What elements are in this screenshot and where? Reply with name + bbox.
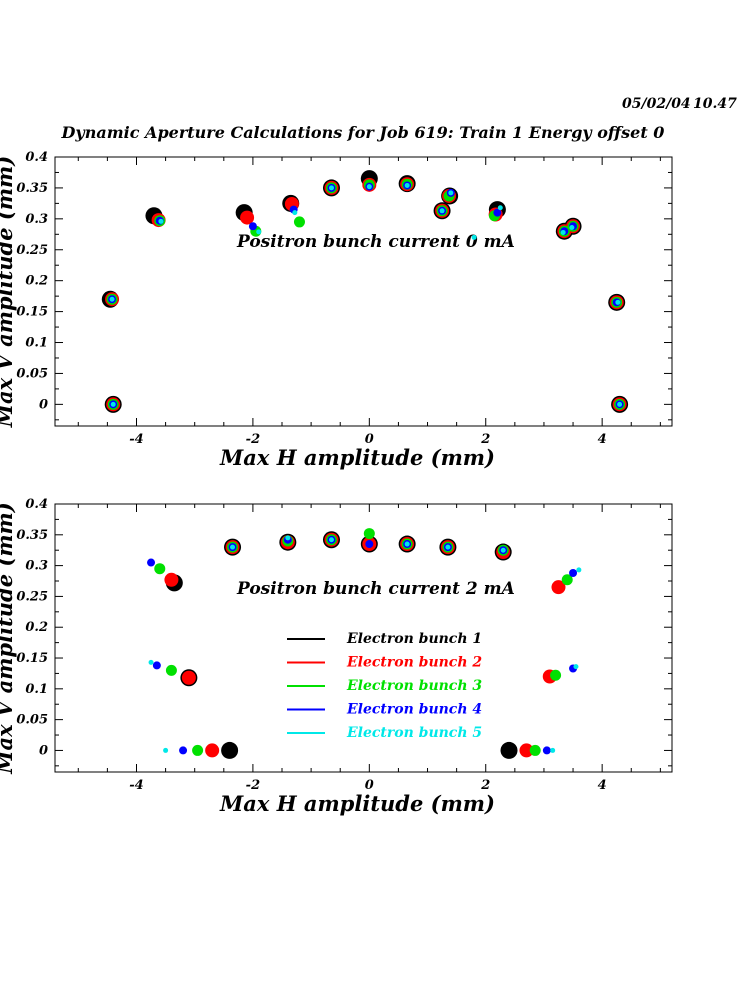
y-axis-label: Max V amplitude (mm) (0, 156, 17, 428)
data-point-bunch-2 (181, 670, 196, 685)
data-point-bunch-3 (154, 563, 166, 575)
x-tick-label: 2 (480, 778, 490, 793)
data-point-bunch-5 (404, 182, 410, 188)
data-point-bunch-4 (248, 222, 257, 231)
data-point-bunch-5 (292, 210, 298, 216)
y-tick-label: 0.3 (25, 212, 48, 227)
y-tick-label: 0.15 (16, 305, 48, 320)
y-tick-label: 0 (39, 743, 48, 758)
data-point-bunch-5 (158, 218, 164, 224)
y-tick-label: 0.3 (25, 559, 48, 574)
legend-label-bunch-4: Electron bunch 4 (346, 702, 482, 718)
chart-panel-bottom: -4 -2 0 2 4 0 0.05 0.1 0.15 0.2 0.25 0.3 0.35 0.4 Max … (0, 497, 673, 816)
x-tick-label: 0 (365, 778, 374, 793)
y-axis-label: Max V amplitude (mm) (0, 502, 17, 774)
y-tick-label: 0.05 (16, 366, 48, 381)
data-point-bunch-5 (328, 185, 334, 191)
x-tick-label: -4 (129, 432, 143, 447)
y-tick-label: 0.4 (25, 497, 48, 512)
legend-label-bunch-2: Electron bunch 2 (346, 655, 482, 671)
data-point-bunch-3 (550, 669, 562, 681)
data-point-bunch-5 (110, 401, 116, 407)
data-point-bunch-5 (560, 229, 566, 235)
y-tick-label: 0.2 (25, 620, 48, 635)
x-axis-label: Max H amplitude (mm) (219, 445, 495, 470)
y-tick-label: 0.2 (25, 274, 48, 289)
data-point-bunch-4 (147, 558, 156, 567)
x-axis-label: Max H amplitude (mm) (219, 791, 495, 816)
data-point-bunch-5 (569, 224, 575, 230)
current-annotation: Positron bunch current 0 mA (236, 232, 515, 252)
y-tick-label: 0 (39, 397, 48, 412)
data-point-bunch-5 (285, 535, 291, 541)
data-point-bunch-5 (445, 544, 451, 550)
y-tick-label: 0.1 (25, 682, 48, 697)
y-tick-label: 0.1 (25, 336, 48, 351)
data-point-bunch-4 (569, 569, 578, 578)
data-point-bunch-2 (240, 210, 255, 225)
date-stamp: 05/02/04 (622, 96, 691, 112)
data-point-bunch-5 (109, 296, 115, 302)
y-tick-label: 0.35 (16, 528, 48, 543)
x-tick-label: 4 (598, 432, 607, 447)
data-point-bunch-5 (256, 229, 262, 235)
data-point-bunch-5 (148, 659, 154, 665)
data-point-bunch-5 (404, 541, 410, 547)
y-tick-label: 0.35 (16, 181, 48, 196)
data-point-bunch-5 (573, 664, 579, 670)
data-point-bunch-3 (165, 664, 177, 676)
data-point-bunch-3 (293, 216, 305, 228)
chart-panel-top: -4 -2 0 2 4 0 0.05 0.1 0.15 0.2 0.25 0.3 0.35 0.4 Max … (0, 150, 673, 470)
data-point-bunch-3 (529, 744, 541, 756)
data-point-bunch-2 (205, 743, 220, 758)
data-point-bunch-1 (221, 741, 239, 759)
data-point-bunch-5 (617, 401, 623, 407)
data-point-bunch-2 (164, 572, 179, 587)
data-point-bunch-4 (179, 746, 188, 755)
data-point-bunch-3 (363, 528, 375, 540)
legend-label-bunch-1: Electron bunch 1 (346, 631, 482, 647)
current-annotation: Positron bunch current 2 mA (236, 579, 515, 599)
data-point-bunch-5 (497, 205, 503, 211)
data-point-bunch-2 (551, 580, 566, 595)
x-tick-label: 2 (480, 432, 490, 447)
data-point-bunch-4 (542, 746, 551, 755)
x-tick-label: -4 (129, 778, 143, 793)
y-tick-label: 0.25 (16, 589, 48, 604)
data-point-bunch-3 (561, 574, 573, 586)
data-point-bunch-5 (163, 747, 169, 753)
x-tick-label: -2 (246, 432, 260, 447)
data-point-bunch-4 (152, 661, 161, 670)
y-tick-label: 0.4 (25, 150, 48, 165)
x-tick-label: 0 (365, 432, 374, 447)
data-point-bunch-5 (576, 567, 582, 573)
legend-label-bunch-5: Electron bunch 5 (346, 725, 482, 741)
data-point-bunch-5 (550, 747, 556, 753)
data-point-bunch-2 (519, 743, 534, 758)
data-point-bunch-4 (365, 540, 374, 549)
data-point-bunch-5 (366, 184, 372, 190)
data-point-bunch-5 (448, 190, 454, 196)
y-tick-label: 0.25 (16, 243, 48, 258)
data-point-bunch-5 (500, 547, 506, 553)
data-point-bunch-3 (192, 744, 204, 756)
data-point-bunch-1 (500, 741, 518, 759)
data-point-bunch-4 (493, 208, 502, 217)
data-point-bunch-5 (439, 208, 445, 214)
legend-label-bunch-3: Electron bunch 3 (346, 678, 482, 694)
data-point-bunch-5 (230, 544, 236, 550)
data-point-bunch-5 (615, 299, 621, 305)
x-tick-label: 4 (598, 778, 607, 793)
y-tick-label: 0.15 (16, 651, 48, 666)
figure-title: Dynamic Aperture Calculations for Job 61… (61, 123, 665, 142)
x-tick-label: -2 (246, 778, 260, 793)
data-point-bunch-5 (471, 234, 477, 240)
time-stamp: 10.47 (693, 96, 737, 112)
plot-frame (54, 156, 673, 427)
data-point-bunch-5 (328, 537, 334, 543)
plot-frame (54, 503, 673, 773)
y-tick-label: 0.05 (16, 713, 48, 728)
